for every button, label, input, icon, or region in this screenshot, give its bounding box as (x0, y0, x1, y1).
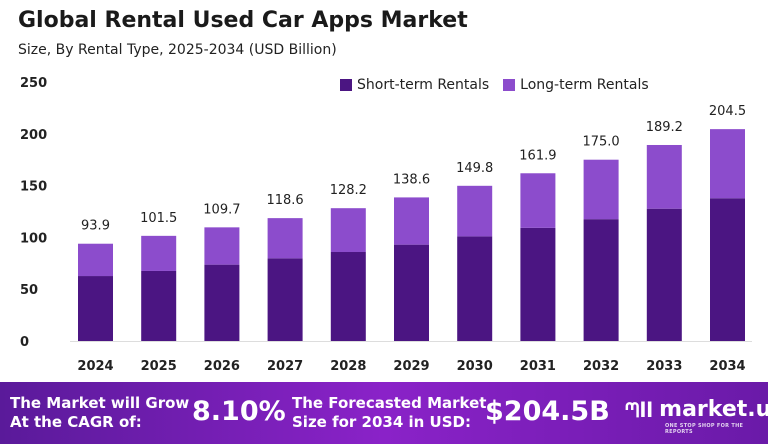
bar-long-term-2029 (394, 197, 429, 245)
legend-label: Long-term Rentals (520, 77, 649, 93)
bar-long-term-2034 (710, 129, 745, 199)
bar-short-term-2024 (78, 276, 113, 341)
x-tick-label: 2025 (141, 359, 177, 374)
bar-long-term-2031 (520, 173, 556, 228)
forecast-label: The Forecasted Market Size for 2034 in US… (292, 394, 487, 431)
bar-short-term-2032 (583, 219, 619, 341)
bar-long-term-2025 (141, 235, 177, 271)
bar-short-term-2026 (204, 264, 240, 341)
x-tick-label: 2034 (709, 359, 745, 374)
x-tick-label: 2027 (267, 359, 303, 374)
bar-short-term-2031 (520, 227, 556, 341)
bar-long-term-2032 (583, 159, 619, 220)
x-tick-label: 2031 (520, 359, 556, 374)
x-tick-label: 2028 (330, 359, 366, 374)
x-tick-label: 2024 (77, 359, 113, 374)
data-label: 189.2 (646, 120, 683, 135)
legend-swatch (503, 79, 516, 91)
data-label: 204.5 (709, 104, 746, 119)
data-label: 161.9 (519, 148, 556, 163)
legend-label: Short-term Rentals (357, 77, 490, 93)
bar-long-term-2024 (78, 243, 113, 277)
bar-short-term-2033 (646, 208, 682, 341)
data-label: 175.0 (582, 135, 619, 150)
forecast-value: $204.5B (485, 396, 610, 427)
legend: Short-term Rentals Long-term Rentals (340, 77, 649, 93)
bar-long-term-2030 (457, 185, 493, 237)
bar-long-term-2028 (330, 208, 366, 253)
legend-swatch (340, 79, 352, 91)
x-tick-label: 2032 (583, 359, 619, 374)
data-label: 138.6 (393, 172, 430, 187)
cagr-label: The Market will Grow At the CAGR of: (10, 394, 190, 431)
data-label: 149.8 (456, 161, 493, 176)
y-tick-label: 100 (20, 231, 47, 246)
footer-banner: The Market will Grow At the CAGR of: 8.10… (0, 382, 768, 444)
data-label: 109.7 (203, 202, 240, 217)
logo-icon: ᘉll (625, 397, 654, 422)
y-tick-label: 50 (20, 283, 38, 298)
logo-tagline: ONE STOP SHOP FOR THE REPORTS (665, 423, 744, 435)
data-label: 128.2 (330, 183, 367, 198)
bar-long-term-2033 (646, 144, 682, 209)
chart-subtitle: Size, By Rental Type, 2025-2034 (USD Bil… (18, 42, 337, 58)
bar-chart: 0 50 100 150 200 250 93.9 2024 101.5 2025 109.7 202… (20, 76, 752, 374)
cagr-value: 8.10% (192, 396, 286, 427)
bar-short-term-2028 (330, 252, 366, 341)
data-label: 101.5 (140, 211, 177, 226)
bar-short-term-2029 (394, 244, 429, 341)
data-label: 118.6 (266, 193, 303, 208)
x-tick-label: 2026 (204, 359, 240, 374)
bar-long-term-2027 (267, 218, 303, 259)
x-tick-label: 2030 (457, 359, 493, 374)
y-tick-label: 250 (20, 76, 47, 91)
bar-short-term-2025 (141, 270, 177, 341)
bar-short-term-2030 (457, 236, 493, 341)
x-tick-label: 2029 (393, 359, 429, 374)
data-label: 93.9 (81, 219, 110, 234)
bar-long-term-2026 (204, 227, 240, 265)
legend-item-long-term: Long-term Rentals (503, 77, 649, 93)
x-tick-label: 2033 (646, 359, 682, 374)
bar-short-term-2027 (267, 258, 303, 341)
bar-short-term-2034 (710, 198, 745, 341)
y-tick-label: 200 (20, 128, 47, 143)
y-tick-label: 0 (20, 335, 29, 350)
chart-title: Global Rental Used Car Apps Market (18, 8, 468, 33)
legend-item-short-term: Short-term Rentals (340, 77, 489, 93)
y-tick-label: 150 (20, 180, 47, 195)
